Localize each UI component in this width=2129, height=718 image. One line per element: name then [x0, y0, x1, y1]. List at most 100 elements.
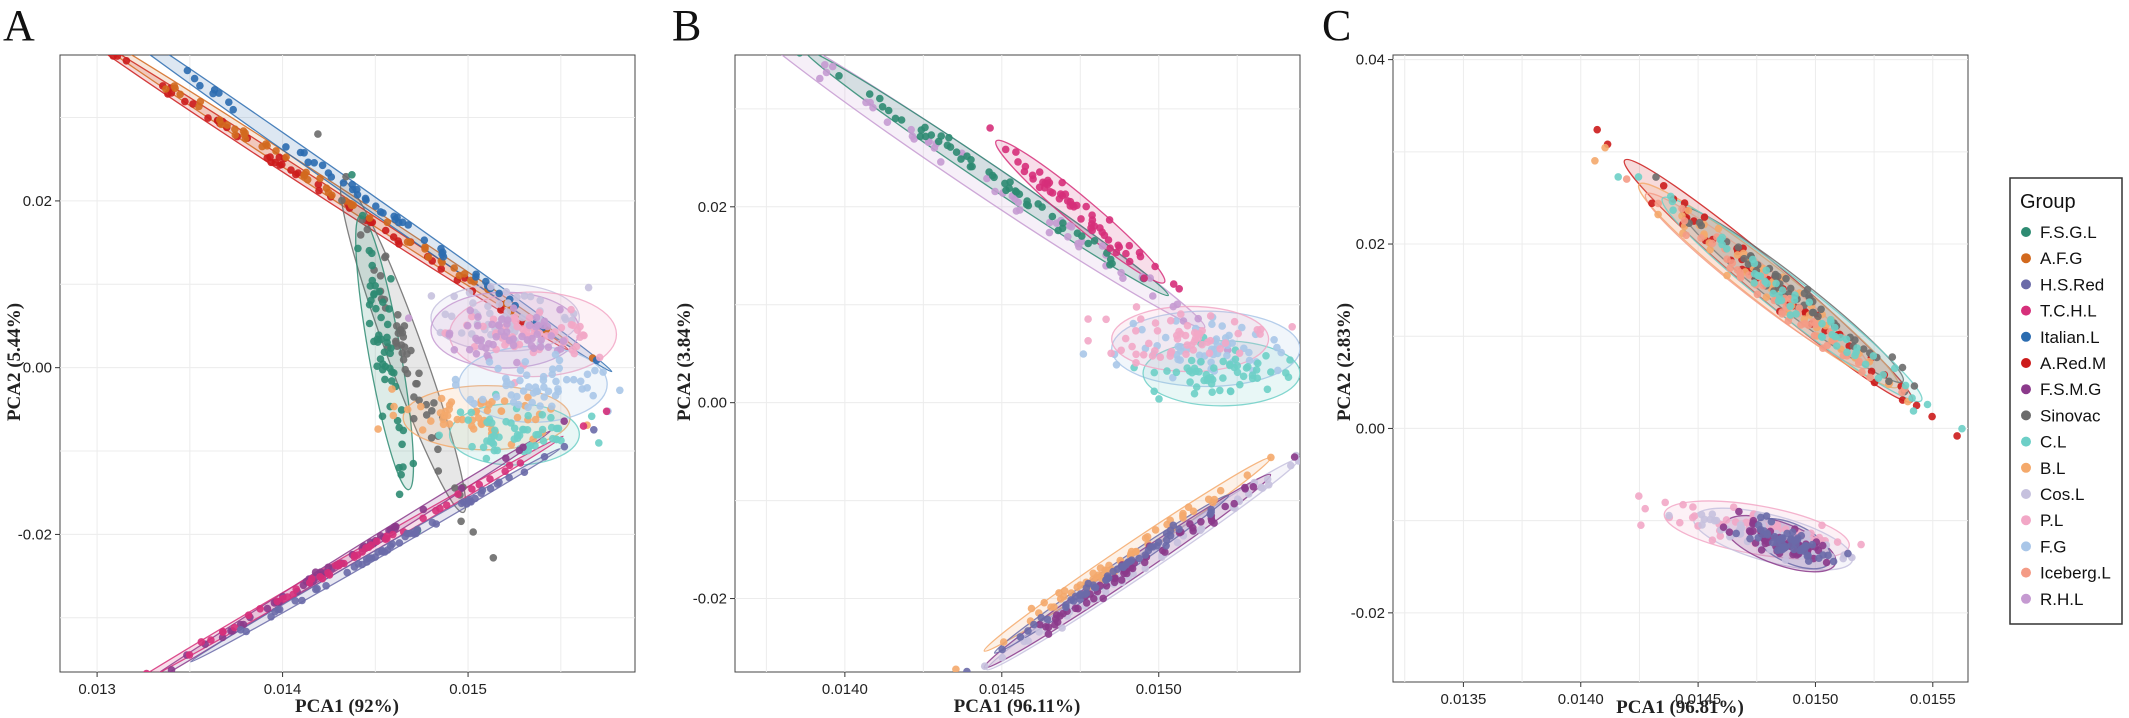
point-a-red-m: [69, 24, 77, 32]
point-cos-l: [1024, 637, 1032, 645]
point-b-l: [417, 402, 425, 411]
point-r-h-l: [492, 333, 501, 341]
point-b-l: [1762, 293, 1771, 302]
point-a-f-g: [231, 125, 239, 133]
point-cos-l: [1737, 524, 1746, 532]
point-a-f-g: [223, 121, 231, 129]
point-h-s-red: [495, 478, 503, 487]
point-cos-l: [520, 292, 529, 300]
point-f-s-g-l: [383, 333, 391, 342]
point-f-s-g-l: [381, 375, 389, 384]
point-f-s-g-l: [1038, 203, 1046, 211]
point-p-l: [468, 312, 476, 321]
point-iceberg-l: [1622, 175, 1631, 183]
point-r-h-l: [1117, 268, 1125, 277]
point-f-g: [509, 398, 518, 407]
point-sinovac: [410, 393, 418, 401]
point-f-s-g-l: [891, 114, 900, 123]
point-cos-l: [1058, 624, 1066, 632]
point-f-s-g-l: [366, 282, 375, 290]
point-f-s-g-l: [937, 132, 945, 140]
point-f-s-g-l: [365, 246, 374, 255]
point-cos-l: [561, 315, 570, 324]
point-p-l: [1235, 349, 1244, 358]
point-t-c-h-l: [367, 541, 376, 549]
point-f-s-g-l: [399, 463, 407, 471]
point-p-l: [1690, 512, 1699, 520]
point-t-c-h-l: [579, 422, 588, 430]
point-f-s-g-l: [985, 168, 993, 176]
point-f-s-g-l: [395, 490, 404, 499]
point-f-g: [616, 386, 624, 395]
point-r-h-l: [1067, 223, 1076, 231]
point-a-f-g: [316, 174, 324, 183]
point-r-h-l: [1169, 302, 1178, 311]
point-b-l: [524, 393, 532, 402]
point-b-l: [1105, 561, 1113, 570]
grid-a: [60, 55, 635, 672]
point-p-l: [1221, 339, 1230, 347]
point-r-h-l: [473, 336, 482, 345]
point-p-l: [1689, 503, 1697, 511]
point-f-g: [589, 391, 597, 400]
x-tick-label: 0.0145: [1675, 691, 1721, 708]
point-p-l: [1107, 349, 1115, 358]
point-h-s-red: [1732, 529, 1740, 538]
point-h-s-red: [520, 468, 529, 477]
point-iceberg-l: [1854, 359, 1863, 367]
point-b-l: [1654, 210, 1662, 219]
point-h-s-red: [560, 442, 569, 451]
point-c-l: [1786, 302, 1794, 311]
point-r-h-l: [477, 342, 486, 351]
legend-label: Sinovac: [2040, 406, 2101, 425]
point-h-s-red: [1166, 532, 1175, 540]
point-b-l: [468, 422, 476, 430]
point-c-l: [1818, 319, 1826, 328]
point-f-g: [548, 402, 556, 411]
point-p-l: [1151, 347, 1159, 355]
point-r-h-l: [497, 327, 506, 336]
point-t-c-h-l: [1105, 216, 1114, 224]
point-cos-l: [495, 300, 504, 308]
point-f-s-g-l: [377, 313, 385, 322]
point-f-s-g-l: [380, 348, 389, 357]
point-f-s-m-g: [560, 417, 568, 426]
point-c-l: [1239, 372, 1248, 381]
x-tick-label: 0.0140: [1558, 691, 1604, 708]
point-f-g: [1273, 343, 1281, 352]
point-r-h-l: [1075, 242, 1083, 251]
point-a-red-m: [1912, 401, 1921, 410]
point-b-l: [1733, 251, 1742, 259]
legend-label: H.S.Red: [2040, 275, 2104, 294]
point-italian-l: [318, 161, 327, 170]
point-r-h-l: [525, 321, 534, 330]
point-r-h-l: [513, 358, 521, 367]
point-f-g: [1161, 333, 1170, 342]
point-c-l: [1216, 386, 1224, 395]
point-b-l: [497, 407, 506, 415]
point-h-s-red: [1102, 576, 1110, 584]
point-p-l: [1151, 319, 1160, 327]
point-f-s-g-l: [397, 406, 406, 414]
point-t-c-h-l: [1151, 262, 1159, 271]
point-r-h-l: [983, 174, 991, 183]
point-c-l: [1155, 395, 1163, 403]
point-f-s-g-l: [1006, 178, 1014, 186]
point-f-s-g-l: [1023, 197, 1031, 205]
legend-label: F.G: [2040, 537, 2066, 556]
point-c-l: [435, 431, 444, 440]
point-p-l: [572, 342, 581, 351]
point-f-g: [1129, 319, 1138, 328]
point-a-red-m: [204, 114, 212, 122]
point-h-s-red: [1767, 517, 1776, 526]
point-a-f-g: [170, 82, 179, 90]
point-a-f-g: [258, 142, 267, 151]
point-b-l: [453, 415, 462, 424]
point-f-s-g-l: [1073, 229, 1082, 237]
point-f-s-m-g: [1735, 507, 1743, 516]
legend-swatch: [2021, 567, 2031, 578]
legend-swatch: [2021, 305, 2031, 316]
point-f-s-m-g: [1044, 630, 1053, 638]
point-cos-l: [486, 309, 494, 318]
legend-swatch: [2021, 227, 2031, 237]
